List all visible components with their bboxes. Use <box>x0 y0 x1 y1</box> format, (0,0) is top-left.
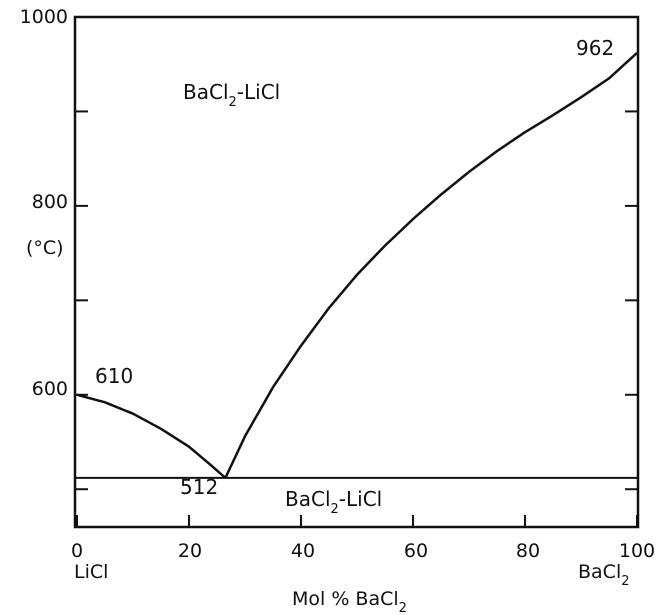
point-label-512: 512 <box>180 475 218 499</box>
liquidus-curve-1 <box>76 393 227 479</box>
liquidus-curve-2 <box>224 51 638 479</box>
x-tick-label: 40 <box>291 540 315 562</box>
x-tick-label: 60 <box>404 540 428 562</box>
point-label-962: 962 <box>576 36 614 60</box>
x-tick-label: 0 <box>71 540 83 562</box>
y-axis-label: (°C) <box>26 237 64 259</box>
x-axis-label: Mol % BaCl2 <box>292 588 407 615</box>
y-tick-label: 1000 <box>20 6 68 28</box>
plot-frame <box>73 15 640 529</box>
x-tick-label: 20 <box>178 540 202 562</box>
x-end-label-right: BaCl2 <box>578 561 630 589</box>
region-label-upper: BaCl2-LiCl <box>183 80 280 110</box>
y-tick-label: 800 <box>32 191 68 213</box>
x-tick-label: 100 <box>619 540 655 562</box>
y-tick-label: 600 <box>32 378 68 400</box>
point-label-610: 610 <box>95 364 133 388</box>
x-tick-label: 80 <box>516 540 540 562</box>
x-end-label-left: LiCl <box>74 561 108 583</box>
region-label-lower: BaCl2-LiCl <box>285 487 382 517</box>
